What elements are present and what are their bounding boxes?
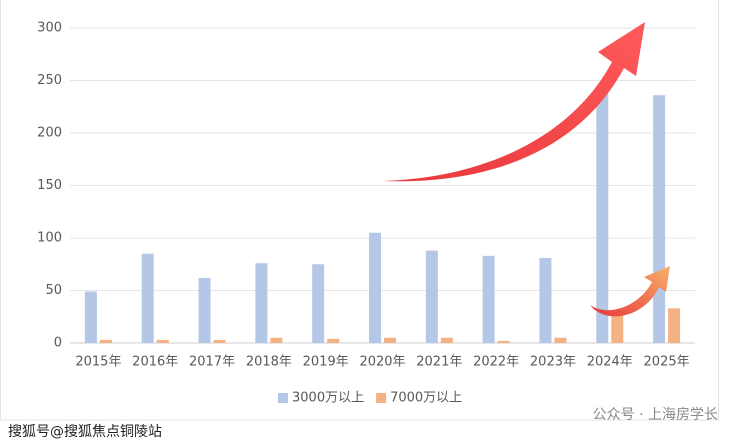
plot: 0 50 100 150 200 250 300 2015年 2016年 2017年 2018年 20… xyxy=(37,21,695,406)
bar xyxy=(497,340,510,343)
bar xyxy=(653,95,666,343)
bar xyxy=(84,291,97,343)
x-tick-label: 2020年 xyxy=(359,355,405,370)
legend-swatch xyxy=(278,393,288,403)
trend-arrow-small xyxy=(590,266,670,317)
x-tick-label: 2022年 xyxy=(473,355,519,370)
legend-label: 7000万以上 xyxy=(390,391,462,406)
bar xyxy=(369,232,381,343)
legend-label: 3000万以上 xyxy=(292,391,364,406)
bar xyxy=(554,337,567,343)
y-tick-label: 200 xyxy=(37,126,62,141)
y-tick-label: 150 xyxy=(37,178,62,193)
bar xyxy=(384,337,396,343)
x-tick-label: 2025年 xyxy=(644,355,690,370)
x-tick-label: 2021年 xyxy=(416,355,462,370)
x-tick-label: 2016年 xyxy=(132,355,178,370)
bar xyxy=(611,314,624,343)
bar xyxy=(596,91,609,343)
y-tick-label: 100 xyxy=(37,231,62,246)
x-tick-label: 2024年 xyxy=(587,355,633,370)
y-tick-label: 0 xyxy=(54,336,62,351)
bar xyxy=(539,257,552,343)
bar xyxy=(213,339,226,343)
bar xyxy=(425,250,438,343)
y-tick-label: 300 xyxy=(37,21,62,36)
bar xyxy=(312,264,325,343)
bar xyxy=(482,255,495,343)
bar xyxy=(255,263,268,343)
y-tick-label: 50 xyxy=(45,283,62,298)
bar xyxy=(440,337,453,343)
x-tick-label: 2023年 xyxy=(530,355,576,370)
y-tick-label: 250 xyxy=(37,73,62,88)
x-tick-label: 2017年 xyxy=(189,355,235,370)
x-tick-label: 2019年 xyxy=(303,355,349,370)
bar xyxy=(270,337,283,343)
x-tick-label: 2015年 xyxy=(75,355,121,370)
watermark: 公众号 · 上海房学长 xyxy=(593,407,718,423)
bar xyxy=(668,308,681,343)
bar xyxy=(99,339,112,343)
bar xyxy=(141,253,154,343)
bar xyxy=(198,277,211,343)
trend-arrow xyxy=(383,22,645,182)
x-tick-label: 2018年 xyxy=(246,355,292,370)
legend-swatch xyxy=(376,393,387,403)
bar xyxy=(327,338,340,343)
bar xyxy=(156,339,169,343)
watermark: 搜狐号@搜狐焦点铜陵站 xyxy=(8,424,162,440)
